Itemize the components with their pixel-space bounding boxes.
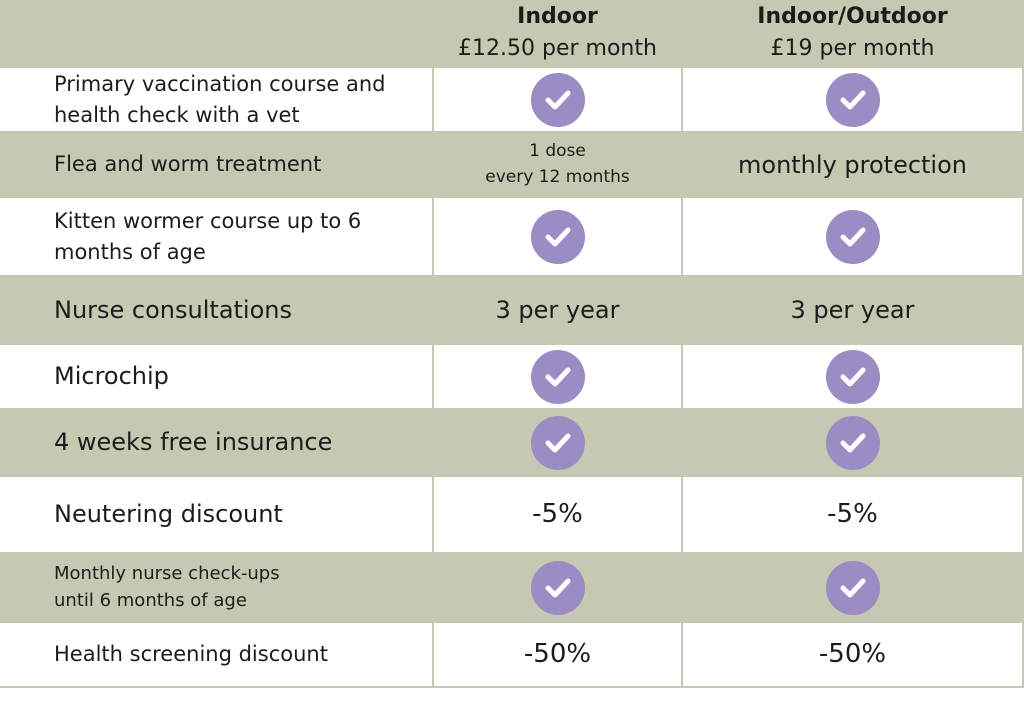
plan-indoor-outdoor: Indoor/Outdoor £19 per month: [683, 0, 1022, 68]
outdoor-value-cell: [683, 198, 1022, 275]
outdoor-value-cell: 3 per year: [683, 275, 1022, 345]
table-row: 4 weeks free insurance: [0, 408, 1024, 477]
indoor-value: -50%: [523, 639, 592, 669]
feature-cell: Neutering discount: [0, 477, 432, 552]
outdoor-value-cell: monthly protection: [683, 131, 1022, 198]
indoor-value-cell: 1 dose every 12 months: [434, 131, 681, 198]
indoor-value-cell: [434, 552, 681, 623]
check-circle-icon: [825, 560, 880, 615]
table-row: Microchip: [0, 345, 1024, 408]
check-circle-icon: [825, 415, 880, 470]
table-row: Neutering discount -5% -5%: [0, 477, 1024, 552]
check-circle-icon: [530, 72, 585, 127]
table-row: Primary vaccination course and health ch…: [0, 68, 1024, 131]
outdoor-value-cell: [683, 552, 1022, 623]
plan-indoor: Indoor £12.50 per month: [434, 0, 681, 68]
feature-label: Kitten wormer course up to 6 months of a…: [54, 209, 362, 264]
table-header: [0, 0, 1024, 68]
table-row: Nurse consultations 3 per year 3 per year: [0, 275, 1024, 345]
check-circle-icon: [530, 209, 585, 264]
plan-name: Indoor: [517, 4, 598, 29]
feature-cell: Kitten wormer course up to 6 months of a…: [0, 198, 432, 275]
outdoor-value-cell: [683, 345, 1022, 408]
feature-label: Flea and worm treatment: [54, 152, 322, 177]
feature-cell: Nurse consultations: [0, 275, 432, 345]
plan-name: Indoor/Outdoor: [757, 4, 948, 29]
outdoor-value: monthly protection: [738, 150, 967, 179]
table-bottom-border: [0, 686, 1024, 688]
plan-price: £19 per month: [770, 36, 935, 61]
indoor-value-cell: [434, 345, 681, 408]
indoor-value-cell: [434, 68, 681, 131]
feature-cell: Health screening discount: [0, 623, 432, 686]
table-row: Health screening discount -50% -50%: [0, 623, 1024, 686]
feature-label: Neutering discount: [54, 500, 283, 529]
feature-cell: Flea and worm treatment: [0, 131, 432, 198]
check-circle-icon: [825, 209, 880, 264]
indoor-value-cell: -5%: [434, 477, 681, 552]
column-divider: [1022, 68, 1024, 688]
check-circle-icon: [530, 415, 585, 470]
indoor-value: 1 dose every 12 months: [485, 141, 630, 187]
indoor-value: 3 per year: [495, 296, 620, 324]
column-divider: [432, 68, 434, 688]
outdoor-value-cell: -50%: [683, 623, 1022, 686]
feature-cell: Microchip: [0, 345, 432, 408]
check-circle-icon: [530, 349, 585, 404]
outdoor-value: 3 per year: [790, 296, 915, 324]
feature-label: Health screening discount: [54, 642, 328, 667]
feature-cell: Primary vaccination course and health ch…: [0, 68, 432, 131]
feature-label: 4 weeks free insurance: [54, 428, 333, 457]
indoor-value-cell: [434, 408, 681, 477]
check-circle-icon: [825, 72, 880, 127]
plan-price: £12.50 per month: [458, 36, 657, 61]
outdoor-value-cell: -5%: [683, 477, 1022, 552]
feature-label: Monthly nurse check-ups until 6 months o…: [54, 563, 280, 611]
feature-cell: 4 weeks free insurance: [0, 408, 432, 477]
table-row: Flea and worm treatment 1 dose every 12 m…: [0, 131, 1024, 198]
outdoor-value-cell: [683, 408, 1022, 477]
table-row: Kitten wormer course up to 6 months of a…: [0, 198, 1024, 275]
check-circle-icon: [825, 349, 880, 404]
indoor-value-cell: 3 per year: [434, 275, 681, 345]
column-divider: [681, 68, 683, 688]
outdoor-value: -50%: [818, 639, 887, 669]
outdoor-value: -5%: [827, 499, 878, 529]
outdoor-value-cell: [683, 68, 1022, 131]
feature-label: Microchip: [54, 362, 169, 391]
indoor-value-cell: [434, 198, 681, 275]
check-circle-icon: [530, 560, 585, 615]
indoor-value: -5%: [532, 499, 583, 529]
feature-label: Primary vaccination course and health ch…: [54, 72, 386, 127]
feature-label: Nurse consultations: [54, 295, 292, 324]
table-row: Monthly nurse check-ups until 6 months o…: [0, 552, 1024, 623]
indoor-value-cell: -50%: [434, 623, 681, 686]
feature-cell: Monthly nurse check-ups until 6 months o…: [0, 552, 432, 623]
